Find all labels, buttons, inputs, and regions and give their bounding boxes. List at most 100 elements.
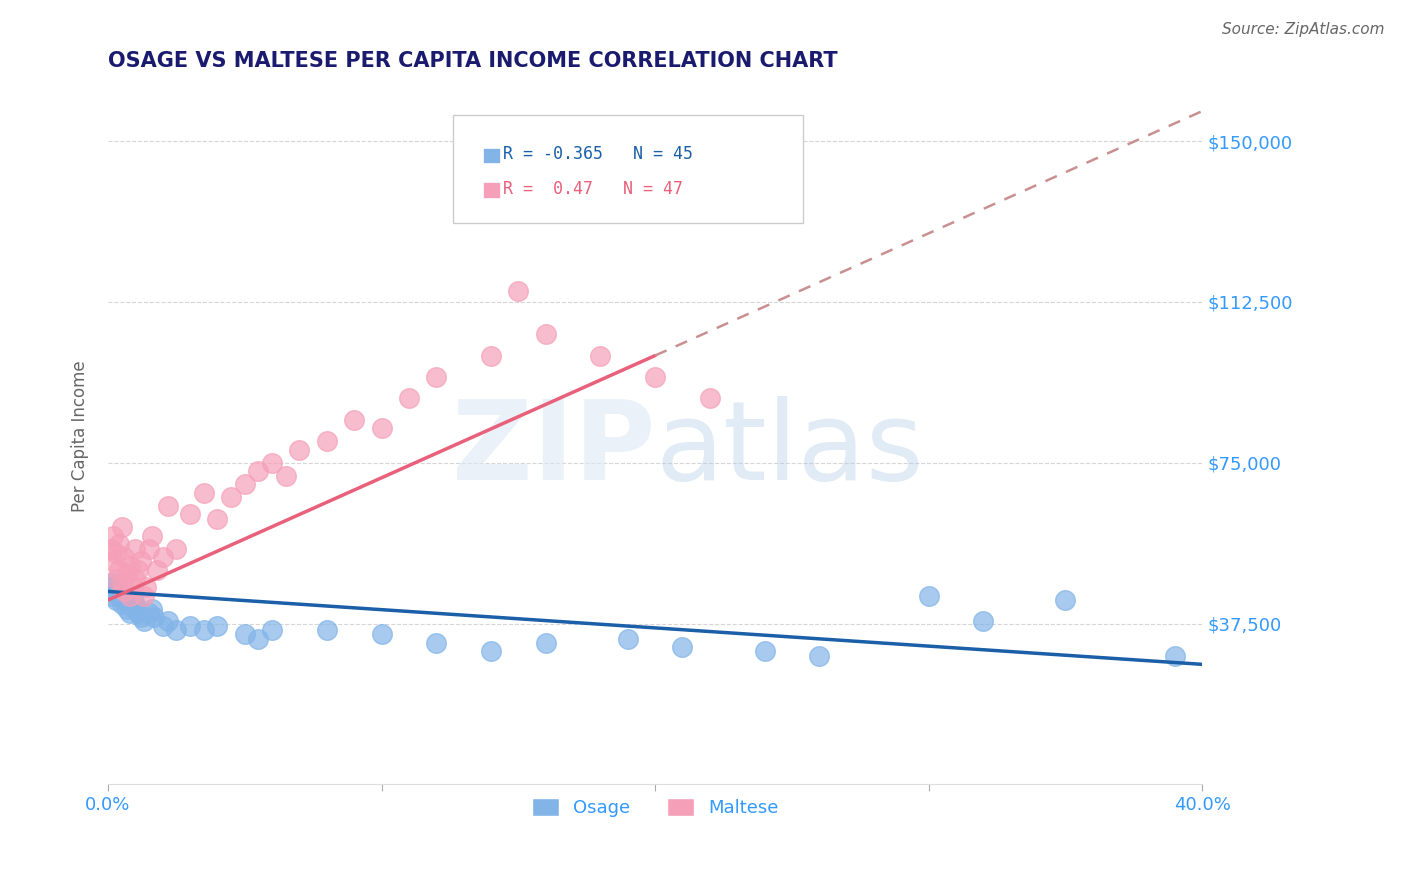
Point: [118, 589, 141, 603]
Point: [105, 593, 128, 607]
Point: [157, 499, 180, 513]
Point: [972, 615, 994, 629]
Point: [111, 575, 134, 590]
Point: [233, 477, 256, 491]
Point: [132, 589, 155, 603]
Legend: Osage, Maltese: Osage, Maltese: [524, 790, 786, 824]
Point: [121, 593, 143, 607]
Point: [207, 619, 229, 633]
Text: R =  0.47   N = 47: R = 0.47 N = 47: [502, 179, 682, 198]
Point: [193, 623, 215, 637]
Point: [112, 584, 135, 599]
Point: [1164, 648, 1187, 663]
Point: [124, 601, 146, 615]
Point: [343, 413, 366, 427]
Point: [124, 541, 146, 556]
Point: [138, 541, 160, 556]
Point: [288, 442, 311, 457]
Point: [141, 529, 163, 543]
Point: [127, 563, 149, 577]
Point: [179, 619, 201, 633]
Point: [425, 636, 447, 650]
Point: [479, 644, 502, 658]
Point: [108, 580, 131, 594]
Point: [129, 610, 152, 624]
Point: [479, 349, 502, 363]
Point: [315, 623, 337, 637]
Point: [135, 580, 157, 594]
Point: [534, 636, 557, 650]
Bar: [484, 183, 501, 198]
Text: atlas: atlas: [655, 396, 924, 503]
Point: [274, 468, 297, 483]
Point: [127, 606, 149, 620]
Point: [141, 601, 163, 615]
Point: [112, 584, 135, 599]
Point: [754, 644, 776, 658]
Point: [111, 597, 134, 611]
Point: [105, 572, 128, 586]
Point: [589, 349, 612, 363]
Text: OSAGE VS MALTESE PER CAPITA INCOME CORRELATION CHART: OSAGE VS MALTESE PER CAPITA INCOME CORRE…: [108, 51, 838, 70]
Point: [207, 511, 229, 525]
Point: [370, 627, 392, 641]
Point: [699, 392, 721, 406]
Point: [115, 567, 138, 582]
Point: [112, 593, 135, 607]
Point: [398, 392, 420, 406]
Point: [103, 529, 125, 543]
Point: [262, 623, 284, 637]
Point: [105, 584, 128, 599]
Point: [262, 456, 284, 470]
Point: [103, 589, 125, 603]
Point: [111, 520, 134, 534]
Point: [233, 627, 256, 641]
Point: [100, 580, 122, 594]
Text: ZIP: ZIP: [451, 396, 655, 503]
Point: [808, 648, 831, 663]
Point: [121, 580, 143, 594]
Text: R = -0.365   N = 45: R = -0.365 N = 45: [502, 145, 693, 163]
Point: [108, 563, 131, 577]
Point: [157, 615, 180, 629]
Point: [108, 589, 131, 603]
Bar: [484, 147, 501, 163]
Point: [112, 550, 135, 565]
Point: [917, 589, 939, 603]
Point: [219, 490, 242, 504]
Point: [165, 541, 187, 556]
Point: [105, 546, 128, 560]
Y-axis label: Per Capita Income: Per Capita Income: [72, 360, 89, 512]
Point: [108, 537, 131, 551]
Point: [315, 434, 337, 449]
Point: [152, 550, 174, 565]
Point: [103, 554, 125, 568]
Point: [115, 601, 138, 615]
FancyBboxPatch shape: [453, 115, 803, 223]
Point: [124, 572, 146, 586]
Point: [143, 610, 166, 624]
Point: [146, 563, 169, 577]
Point: [132, 615, 155, 629]
Point: [152, 619, 174, 633]
Point: [124, 597, 146, 611]
Point: [118, 597, 141, 611]
Point: [100, 541, 122, 556]
Point: [671, 640, 693, 655]
Point: [508, 284, 530, 298]
Point: [129, 554, 152, 568]
Point: [118, 606, 141, 620]
Point: [111, 589, 134, 603]
Point: [1054, 593, 1077, 607]
Point: [616, 632, 638, 646]
Point: [247, 464, 270, 478]
Point: [425, 370, 447, 384]
Point: [247, 632, 270, 646]
Point: [644, 370, 666, 384]
Point: [165, 623, 187, 637]
Text: Source: ZipAtlas.com: Source: ZipAtlas.com: [1222, 22, 1385, 37]
Point: [103, 575, 125, 590]
Point: [118, 558, 141, 573]
Point: [179, 508, 201, 522]
Point: [534, 327, 557, 342]
